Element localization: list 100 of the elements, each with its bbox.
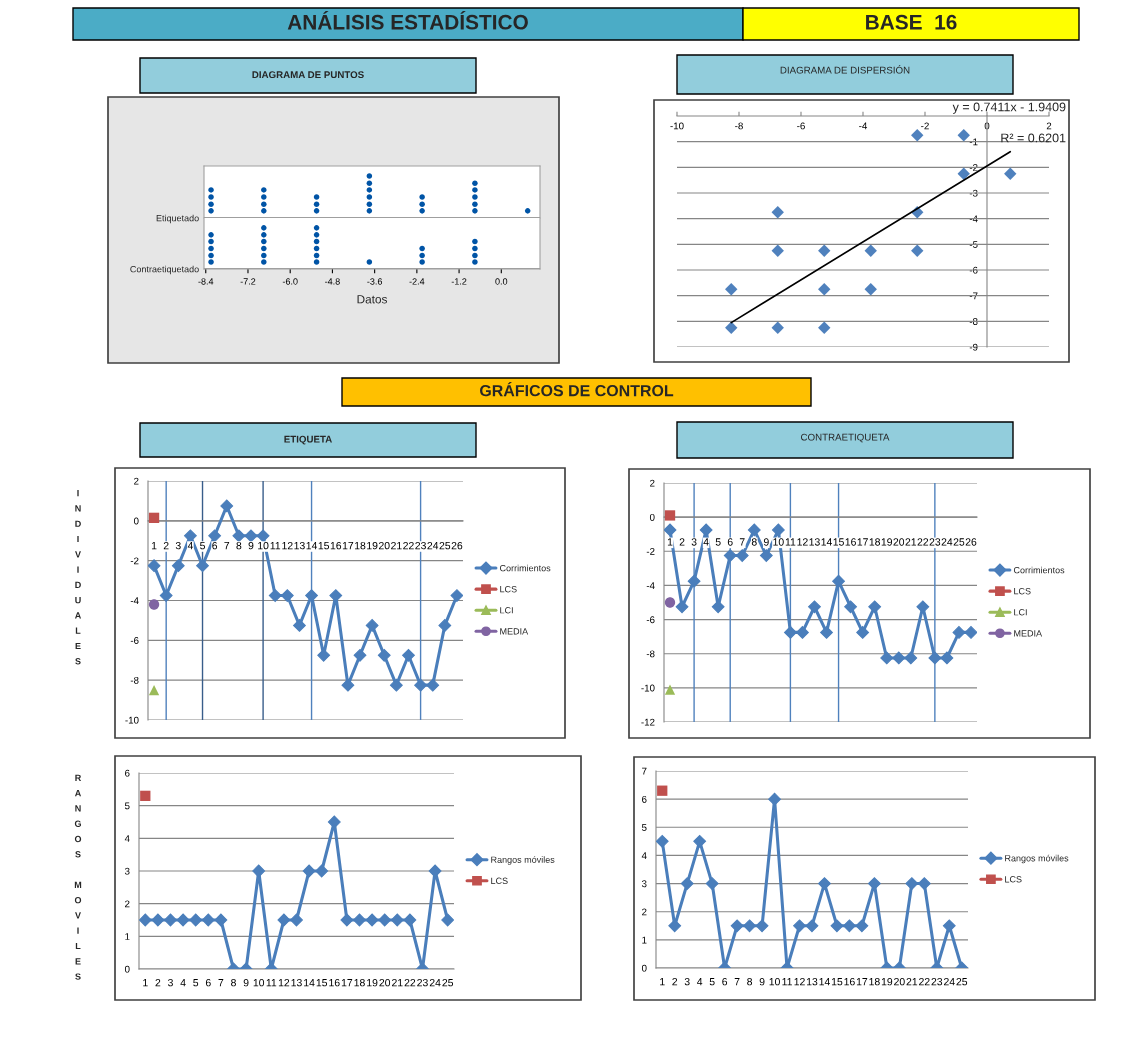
x-tick-label: 14	[306, 542, 318, 550]
point	[957, 167, 970, 180]
point	[472, 201, 478, 207]
point	[917, 877, 931, 890]
x-tick-label: 10	[258, 541, 269, 550]
y-tick-label: -2	[130, 557, 139, 565]
point	[148, 512, 160, 523]
y-tick-label: -10	[125, 716, 139, 724]
point	[365, 913, 379, 927]
point	[805, 919, 819, 933]
y-tick-label: 3	[641, 880, 647, 888]
x-tick-label: 4	[187, 542, 193, 550]
point	[705, 877, 719, 890]
point	[390, 913, 404, 927]
point	[208, 245, 214, 252]
legend-label: LCS	[491, 877, 508, 884]
point	[928, 651, 942, 665]
point	[402, 648, 415, 662]
legend-label: MEDIA	[1014, 630, 1043, 637]
point	[905, 877, 919, 890]
x-tick-label: -6	[797, 122, 805, 130]
point	[148, 599, 160, 610]
x-tick-label: 16	[844, 978, 855, 986]
point	[261, 201, 267, 207]
x-tick-label: 24	[427, 541, 439, 550]
legend-label: Corrimientos	[1013, 566, 1065, 574]
point	[735, 549, 749, 562]
text: ANÁLISIS ESTADÍSTICO	[287, 10, 528, 30]
y-tick-label: 3	[124, 867, 130, 875]
x-tick-label: 10	[773, 538, 784, 546]
x-axis-title: Datos	[357, 295, 387, 304]
legend-label: Rangos móviles	[1005, 854, 1069, 864]
x-tick-label: 22	[919, 978, 930, 986]
x-tick-label: 18	[354, 979, 365, 987]
x-tick-label: 11	[785, 538, 796, 546]
point	[419, 252, 425, 259]
point	[771, 321, 784, 334]
point	[793, 919, 806, 933]
point	[268, 589, 282, 602]
point	[208, 208, 214, 214]
point	[176, 913, 190, 927]
point	[208, 187, 214, 193]
legend-label: Corrimientos	[499, 564, 551, 572]
x-tick-label: 19	[881, 538, 893, 546]
point	[843, 919, 856, 933]
point	[664, 523, 677, 537]
x-tick-label: 14	[304, 979, 315, 987]
point	[747, 523, 761, 537]
x-tick-label: -2	[921, 122, 929, 130]
annotation: R² = 0.6201	[1001, 133, 1066, 143]
y-tick-label: -4	[646, 582, 655, 589]
point	[353, 913, 366, 927]
point	[313, 238, 320, 245]
x-tick-label: 18	[869, 978, 880, 986]
point	[711, 600, 725, 614]
x-tick-label: 23	[417, 979, 428, 987]
point	[151, 913, 165, 927]
point	[403, 913, 417, 927]
point	[964, 625, 977, 639]
x-tick-label: 10	[769, 978, 780, 986]
legend-label: LCS	[1005, 876, 1022, 883]
point	[441, 913, 454, 927]
point	[952, 625, 966, 639]
point	[366, 259, 373, 265]
x-tick-label: 4	[697, 978, 703, 986]
x-tick-label: 0.0	[495, 278, 508, 285]
point	[366, 187, 373, 193]
x-tick-label: 15	[831, 978, 843, 986]
point	[904, 651, 918, 665]
legend-label: LCI	[500, 607, 513, 614]
x-tick-label: 2	[1046, 122, 1052, 130]
y-tick-label: -9	[969, 343, 978, 351]
point	[472, 252, 478, 259]
point	[818, 321, 831, 334]
point	[140, 790, 151, 802]
point	[208, 252, 214, 259]
x-tick-label: 4	[180, 979, 186, 987]
chart-title: CONTRAETIQUETA	[801, 433, 890, 443]
x-tick-label: 21	[391, 541, 402, 550]
point	[940, 651, 954, 665]
point	[148, 684, 160, 696]
point	[366, 194, 373, 200]
point	[759, 549, 773, 562]
point	[252, 864, 266, 878]
point	[261, 194, 267, 200]
point	[313, 208, 320, 214]
point	[755, 919, 769, 933]
x-tick-label: 6	[212, 541, 218, 550]
x-tick-label: 1	[151, 542, 157, 550]
x-tick-label: -8	[735, 122, 743, 130]
point	[743, 919, 757, 933]
point	[419, 245, 425, 252]
x-tick-label: 12	[278, 979, 290, 987]
x-tick-label: 17	[341, 979, 353, 987]
point	[313, 245, 320, 252]
point	[261, 245, 267, 252]
point	[313, 232, 320, 238]
x-tick-label: 26	[965, 538, 977, 546]
point	[261, 238, 267, 245]
x-tick-label: 5	[200, 542, 205, 550]
